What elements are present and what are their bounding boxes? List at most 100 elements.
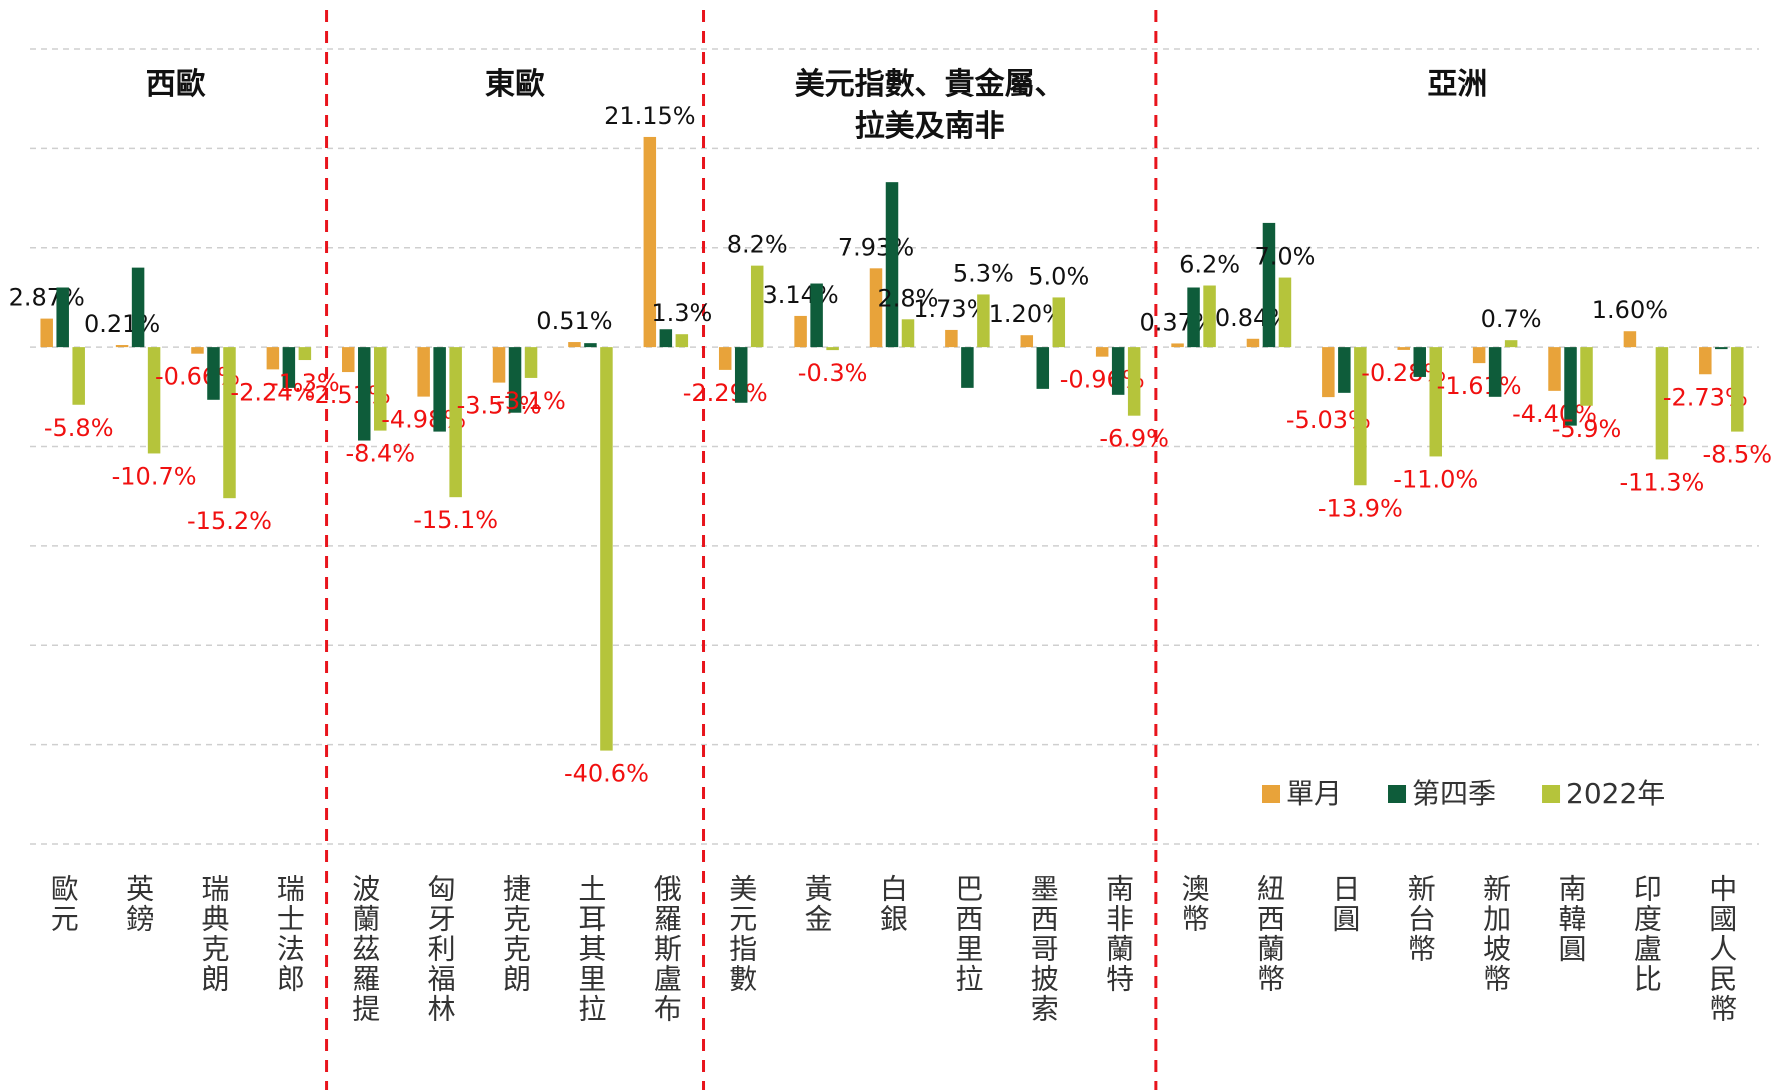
bar bbox=[977, 294, 990, 348]
x-tick-label: 日圓 bbox=[1328, 874, 1362, 934]
bar bbox=[945, 329, 958, 348]
data-label: -2.24% bbox=[230, 378, 315, 406]
bar bbox=[147, 347, 161, 454]
x-tick-label: 新加坡幣 bbox=[1479, 874, 1513, 994]
bar bbox=[1472, 347, 1486, 364]
x-tick-label: 波蘭茲羅提 bbox=[348, 874, 382, 1024]
bar bbox=[1036, 347, 1050, 389]
bar bbox=[675, 334, 689, 348]
bar bbox=[191, 347, 204, 354]
x-tick-label: 南非蘭特 bbox=[1102, 874, 1136, 994]
bar bbox=[1715, 347, 1728, 350]
data-label: -11.3% bbox=[1619, 468, 1704, 496]
bar bbox=[1203, 285, 1216, 348]
bar bbox=[750, 265, 764, 348]
data-label: -15.2% bbox=[187, 507, 272, 535]
bar bbox=[1246, 338, 1260, 348]
data-label: -1.61% bbox=[1437, 372, 1522, 400]
data-label: 2.8% bbox=[878, 284, 939, 312]
x-tick-label: 土耳其里拉 bbox=[574, 874, 608, 1024]
legend-label: 2022年 bbox=[1566, 777, 1665, 810]
data-label: -0.3% bbox=[798, 359, 868, 387]
bar bbox=[600, 347, 613, 751]
bar bbox=[358, 347, 371, 441]
bar bbox=[131, 267, 145, 348]
x-tick-label: 瑞典克朗 bbox=[197, 874, 231, 994]
bar bbox=[1504, 340, 1518, 348]
data-label: 1.3% bbox=[651, 299, 712, 327]
bar bbox=[115, 345, 129, 348]
data-label: 1.60% bbox=[1592, 296, 1668, 324]
group-title: 亞洲 bbox=[1427, 67, 1488, 102]
data-label: -2.29% bbox=[683, 379, 768, 407]
bar bbox=[826, 347, 839, 351]
data-label: 0.37% bbox=[1139, 308, 1215, 336]
x-tick-label: 中國人民幣 bbox=[1705, 874, 1739, 1024]
bar bbox=[266, 347, 280, 370]
bar bbox=[794, 315, 807, 348]
legend-label: 第四季 bbox=[1412, 777, 1496, 810]
x-tick-label: 新台幣 bbox=[1403, 874, 1437, 964]
bar bbox=[584, 343, 597, 348]
data-label: -5.8% bbox=[44, 414, 114, 442]
bar bbox=[734, 347, 748, 403]
bar bbox=[961, 347, 974, 388]
bar bbox=[433, 347, 446, 432]
data-label: 7.0% bbox=[1254, 243, 1315, 271]
bar bbox=[1322, 347, 1335, 398]
x-tick-label: 南韓圓 bbox=[1554, 874, 1588, 964]
bar bbox=[282, 347, 296, 388]
bar bbox=[508, 347, 522, 413]
x-tick-label: 俄羅斯盧布 bbox=[649, 874, 683, 1024]
data-label: 5.3% bbox=[953, 259, 1014, 287]
bar bbox=[885, 182, 899, 348]
data-label: 0.84% bbox=[1215, 304, 1291, 332]
bar bbox=[810, 283, 823, 348]
bar bbox=[374, 347, 387, 431]
bar bbox=[223, 347, 236, 499]
data-label: 5.0% bbox=[1028, 262, 1089, 290]
x-tick-label: 匈牙利福林 bbox=[423, 874, 457, 1024]
data-label: 0.7% bbox=[1481, 305, 1542, 333]
legend-swatch bbox=[1542, 785, 1561, 803]
bar bbox=[1488, 347, 1502, 397]
bar bbox=[1171, 343, 1184, 348]
data-label: 7.93% bbox=[838, 233, 914, 261]
x-tick-label: 美元指數 bbox=[725, 874, 759, 994]
bar bbox=[1354, 347, 1367, 486]
bar bbox=[1564, 347, 1577, 426]
bar bbox=[1127, 347, 1141, 416]
bar bbox=[207, 347, 220, 400]
data-label: -5.9% bbox=[1552, 415, 1622, 443]
bar bbox=[1095, 347, 1109, 357]
x-tick-label: 白銀 bbox=[876, 874, 909, 934]
data-label: -1.3% bbox=[270, 369, 340, 397]
bar bbox=[1278, 277, 1292, 348]
bar bbox=[492, 347, 506, 383]
data-label: -13.9% bbox=[1318, 494, 1403, 522]
bar bbox=[1187, 287, 1200, 348]
bar bbox=[568, 342, 581, 348]
bar bbox=[298, 347, 312, 361]
legend-label: 單月 bbox=[1286, 777, 1342, 810]
bar bbox=[1623, 331, 1637, 348]
data-label: -10.7% bbox=[112, 462, 197, 490]
bar bbox=[1655, 347, 1669, 460]
data-label: -40.6% bbox=[564, 760, 649, 788]
data-label: -3.57% bbox=[457, 392, 542, 420]
bar bbox=[1548, 347, 1561, 391]
bar bbox=[1020, 335, 1034, 348]
bar bbox=[40, 318, 53, 348]
x-tick-label: 巴西里拉 bbox=[951, 874, 985, 994]
x-tick-label: 英鎊 bbox=[122, 874, 156, 934]
bar bbox=[417, 347, 430, 397]
x-tick-label: 瑞士法郎 bbox=[272, 874, 306, 994]
bar bbox=[901, 319, 915, 348]
x-tick-label: 紐西蘭幣 bbox=[1252, 874, 1286, 994]
data-label: 6.2% bbox=[1179, 251, 1240, 279]
x-tick-label: 印度盧比 bbox=[1629, 874, 1663, 994]
bar bbox=[1580, 347, 1593, 406]
bar bbox=[718, 347, 732, 370]
